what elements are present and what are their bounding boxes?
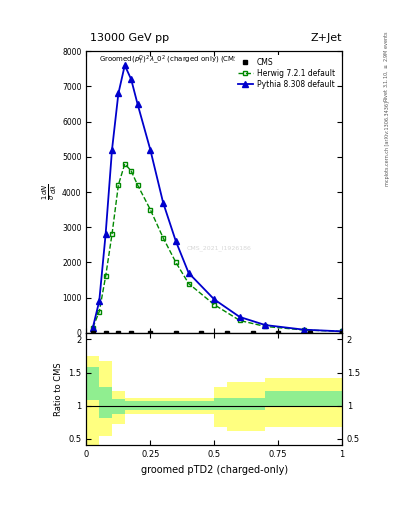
Text: Z+Jet: Z+Jet xyxy=(310,33,342,44)
Legend: CMS, Herwig 7.2.1 default, Pythia 8.308 default: CMS, Herwig 7.2.1 default, Pythia 8.308 … xyxy=(235,55,338,92)
Line: CMS: CMS xyxy=(90,330,344,335)
CMS xyxy=(103,330,108,336)
Herwig 7.2.1 default xyxy=(212,302,217,308)
Pythia 8.308 default xyxy=(301,327,306,333)
Text: Groomed$(p_T^D)^2\lambda\_0^2$ (charged only) (CMS jet substructure): Groomed$(p_T^D)^2\lambda\_0^2$ (charged … xyxy=(99,54,301,67)
CMS xyxy=(308,330,312,336)
Pythia 8.308 default xyxy=(174,238,178,244)
Pythia 8.308 default xyxy=(90,325,95,331)
Herwig 7.2.1 default xyxy=(340,328,344,334)
CMS xyxy=(116,330,121,336)
CMS xyxy=(276,330,281,336)
Text: mcplots.cern.ch [arXiv:1306.3436]: mcplots.cern.ch [arXiv:1306.3436] xyxy=(385,101,390,186)
Herwig 7.2.1 default xyxy=(263,324,268,330)
CMS xyxy=(90,330,95,336)
Herwig 7.2.1 default xyxy=(174,259,178,265)
Herwig 7.2.1 default xyxy=(97,309,101,315)
Herwig 7.2.1 default xyxy=(237,317,242,324)
Herwig 7.2.1 default xyxy=(90,325,95,331)
Herwig 7.2.1 default xyxy=(186,281,191,287)
Herwig 7.2.1 default xyxy=(161,234,165,241)
Pythia 8.308 default xyxy=(103,231,108,238)
Herwig 7.2.1 default xyxy=(301,327,306,333)
Pythia 8.308 default xyxy=(340,328,344,334)
CMS xyxy=(174,330,178,336)
Text: CMS_2021_I1926186: CMS_2021_I1926186 xyxy=(187,245,252,251)
Y-axis label: $\frac{1}{\sigma}\frac{dN}{d\lambda}$: $\frac{1}{\sigma}\frac{dN}{d\lambda}$ xyxy=(41,183,59,201)
Herwig 7.2.1 default xyxy=(129,168,134,174)
CMS xyxy=(340,330,344,336)
Pythia 8.308 default xyxy=(212,296,217,303)
CMS xyxy=(250,330,255,336)
X-axis label: groomed pTD2 (charged-only): groomed pTD2 (charged-only) xyxy=(141,465,288,475)
Text: Rivet 3.1.10, $\geq$ 2.9M events: Rivet 3.1.10, $\geq$ 2.9M events xyxy=(383,31,390,102)
Pythia 8.308 default xyxy=(161,200,165,206)
Herwig 7.2.1 default xyxy=(148,206,152,212)
CMS xyxy=(148,330,152,336)
Pythia 8.308 default xyxy=(110,146,114,153)
Pythia 8.308 default xyxy=(97,298,101,304)
Herwig 7.2.1 default xyxy=(103,273,108,280)
Pythia 8.308 default xyxy=(129,76,134,82)
Line: Pythia 8.308 default: Pythia 8.308 default xyxy=(90,62,345,334)
Pythia 8.308 default xyxy=(263,322,268,328)
Line: Herwig 7.2.1 default: Herwig 7.2.1 default xyxy=(90,161,344,334)
Pythia 8.308 default xyxy=(123,62,127,68)
Text: 13000 GeV pp: 13000 GeV pp xyxy=(90,33,169,44)
CMS xyxy=(225,330,230,336)
Pythia 8.308 default xyxy=(237,314,242,320)
Herwig 7.2.1 default xyxy=(123,161,127,167)
CMS xyxy=(129,330,134,336)
Herwig 7.2.1 default xyxy=(116,182,121,188)
Pythia 8.308 default xyxy=(186,270,191,276)
Y-axis label: Ratio to CMS: Ratio to CMS xyxy=(54,362,63,416)
Pythia 8.308 default xyxy=(148,146,152,153)
CMS xyxy=(199,330,204,336)
Pythia 8.308 default xyxy=(116,90,121,96)
Herwig 7.2.1 default xyxy=(135,182,140,188)
Pythia 8.308 default xyxy=(135,101,140,107)
Herwig 7.2.1 default xyxy=(110,231,114,238)
